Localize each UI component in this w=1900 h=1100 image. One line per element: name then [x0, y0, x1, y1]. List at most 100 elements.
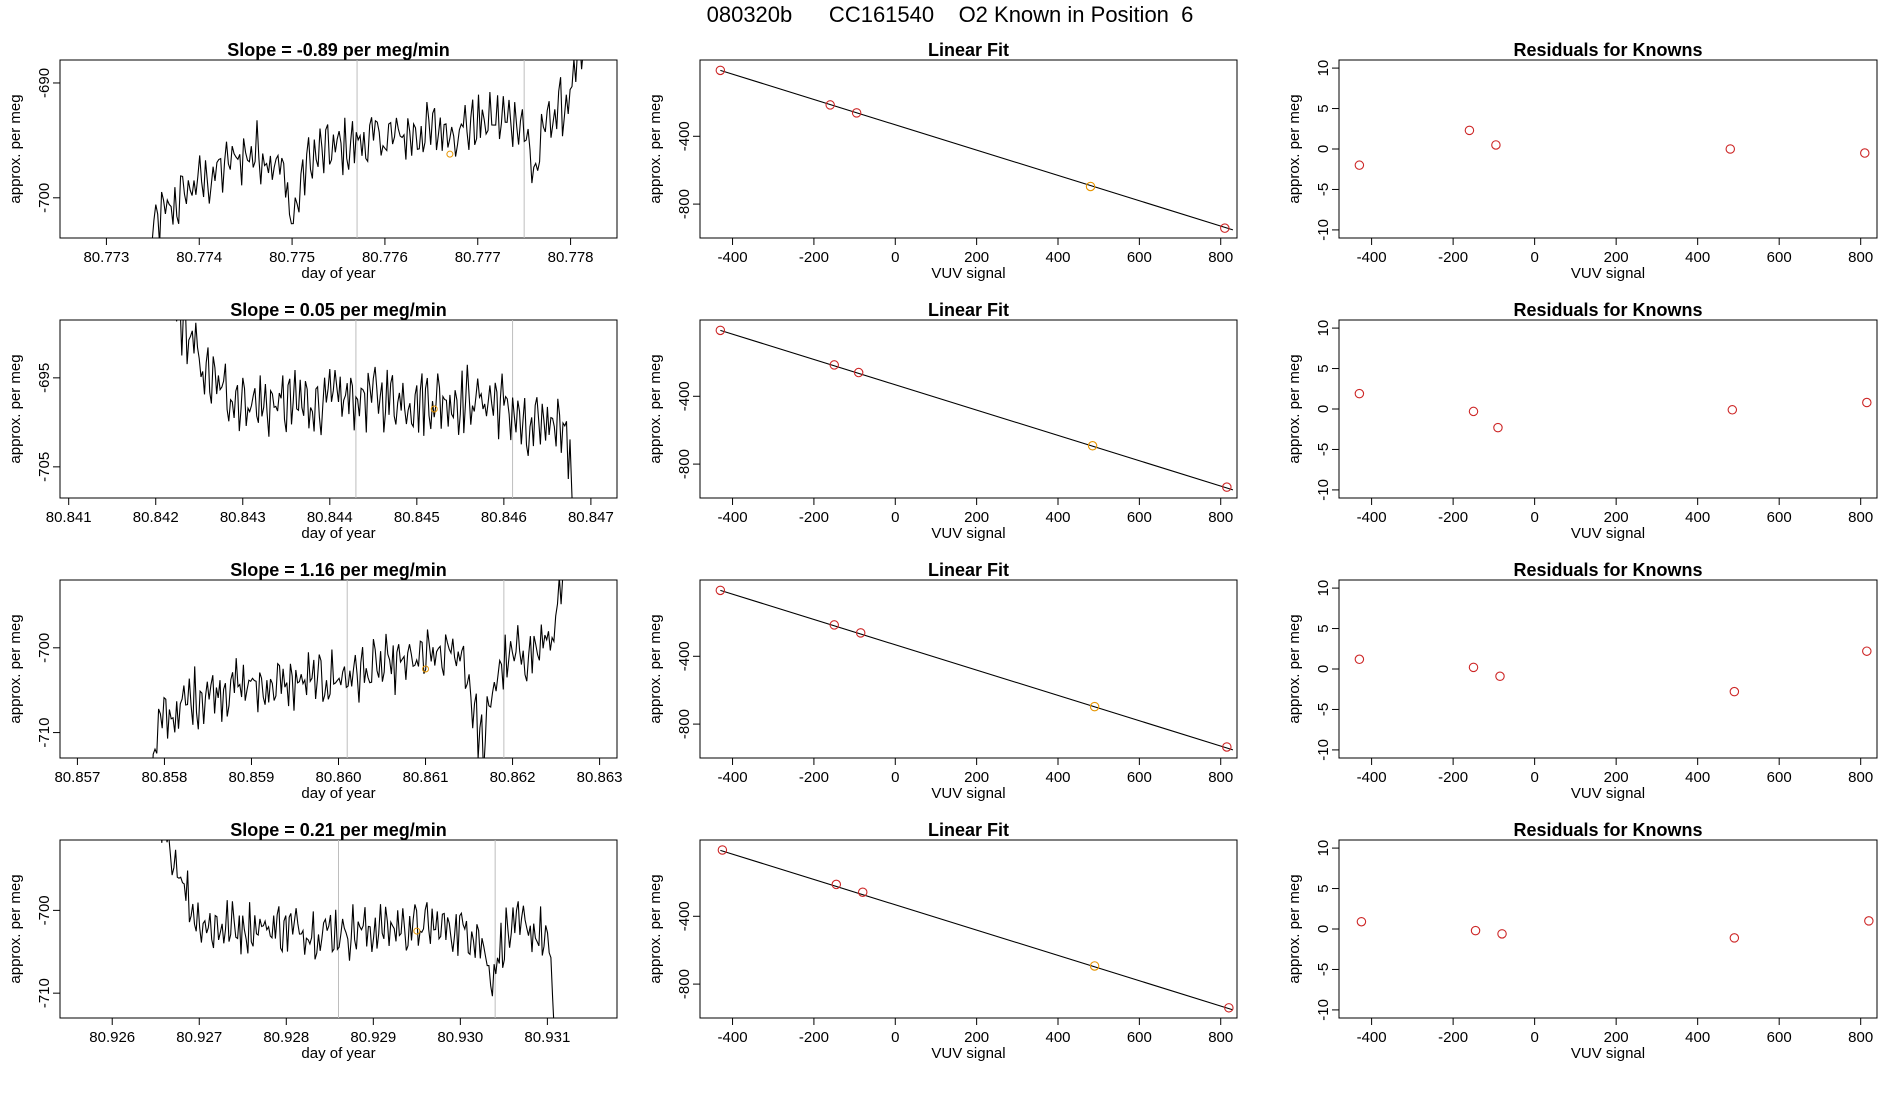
x-tick-label: 80.863	[577, 769, 623, 786]
x-tick-label: 80.862	[490, 769, 536, 786]
x-tick-label: 80.859	[229, 769, 275, 786]
x-tick-label: 800	[1208, 509, 1233, 526]
x-tick-label: 600	[1127, 249, 1152, 266]
chart-frame	[1338, 839, 1878, 1019]
x-tick-label: 800	[1848, 1029, 1873, 1046]
known-point	[1491, 140, 1501, 150]
y-tick-label: -700	[36, 633, 53, 663]
y-tick-label: -710	[36, 718, 53, 748]
x-tick-label: 80.775	[269, 249, 315, 266]
series-line	[152, 580, 564, 758]
chart-panel-6: Slope = 1.16 per meg/min 80.857 80.858 80.8…	[7, 560, 623, 802]
chart-panel-8: Residuals for Knowns -400 -200 0 200 400 600 80…	[1286, 560, 1878, 802]
x-tick-label: 80.926	[89, 1029, 135, 1046]
x-tick-label: 400	[1045, 249, 1070, 266]
known-point	[715, 325, 726, 336]
known-point	[825, 100, 835, 110]
y-tick-label: -10	[1315, 739, 1332, 761]
x-tick-label: 600	[1767, 1029, 1792, 1046]
known-point	[1493, 422, 1503, 433]
known-point	[715, 585, 726, 596]
chart-title: Linear Fit	[928, 820, 1009, 840]
known-point	[1860, 148, 1870, 158]
fit-line	[720, 329, 1234, 491]
x-tick-label: -200	[1438, 509, 1468, 526]
x-tick-label: 200	[964, 509, 989, 526]
x-tick-label: 200	[1604, 509, 1629, 526]
known-point	[1727, 405, 1738, 415]
y-tick-label: -800	[676, 969, 693, 999]
x-tick-label: 0	[1530, 769, 1538, 786]
y-tick-label: -5	[1315, 443, 1332, 456]
x-tick-label: 80.847	[568, 509, 614, 526]
x-tick-label: 0	[891, 249, 899, 266]
x-axis-label: day of year	[301, 1045, 375, 1062]
y-tick-label: -10	[1315, 219, 1332, 241]
x-axis-label: day of year	[301, 265, 375, 282]
chart-frame	[59, 59, 618, 239]
y-tick-label: -5	[1315, 183, 1332, 196]
x-tick-label: -400	[1357, 769, 1387, 786]
x-tick-label: 600	[1767, 509, 1792, 526]
y-tick-label: -695	[36, 363, 53, 393]
y-tick-label: -5	[1315, 703, 1332, 716]
sample-point	[430, 405, 438, 413]
known-point	[829, 360, 839, 370]
x-tick-label: 80.930	[437, 1029, 483, 1046]
chart-title: Linear Fit	[928, 300, 1009, 320]
x-tick-label: -400	[718, 509, 748, 526]
chart-panel-11: Residuals for Knowns -400 -200 0 200 400 600 80…	[1286, 820, 1878, 1062]
y-axis-label: approx. per meg	[647, 94, 664, 203]
page-title: 080320b CC161540 O2 Known in Position 6	[706, 2, 1194, 27]
y-tick-label: -700	[36, 895, 53, 925]
chart-frame	[1338, 579, 1878, 759]
x-tick-label: -200	[799, 1029, 829, 1046]
x-tick-label: 80.929	[350, 1029, 396, 1046]
x-axis-label: day of year	[301, 785, 375, 802]
y-axis-label: approx. per meg	[647, 614, 664, 723]
chart-panel-1: Linear Fit -400 -200 0 200 400 600 800 -400 -800 V…	[647, 40, 1238, 282]
known-point	[857, 887, 868, 897]
x-tick-label: 80.845	[394, 509, 440, 526]
y-axis-label: approx. per meg	[1286, 874, 1303, 983]
chart-plot-area	[175, 320, 573, 498]
y-tick-label: -800	[676, 449, 693, 479]
x-tick-label: 800	[1208, 769, 1233, 786]
x-axis-label: VUV signal	[931, 265, 1005, 282]
chart-title: Residuals for Knowns	[1513, 300, 1702, 320]
x-axis-label: day of year	[301, 525, 375, 542]
y-axis-label: approx. per meg	[647, 354, 664, 463]
x-tick-label: 400	[1685, 509, 1710, 526]
fit-line	[720, 849, 1234, 1011]
x-tick-label: 400	[1685, 1029, 1710, 1046]
chart-plot-area	[717, 845, 1234, 1013]
x-tick-label: 600	[1767, 249, 1792, 266]
chart-frame	[699, 59, 1238, 239]
chart-frame	[699, 319, 1238, 499]
known-point	[715, 65, 726, 76]
y-tick-label: 5	[1315, 884, 1332, 892]
x-tick-label: 0	[1530, 509, 1538, 526]
y-axis-label: approx. per meg	[7, 354, 24, 463]
x-tick-label: 600	[1127, 509, 1152, 526]
chart-title: Slope = 1.16 per meg/min	[230, 560, 447, 580]
chart-title: Slope = -0.89 per meg/min	[227, 40, 450, 60]
chart-title: Slope = 0.05 per meg/min	[230, 300, 447, 320]
x-tick-label: 80.778	[548, 249, 594, 266]
x-tick-label: 80.844	[307, 509, 353, 526]
x-axis-label: VUV signal	[931, 1045, 1005, 1062]
chart-plot-area	[1354, 388, 1872, 433]
known-point	[1862, 397, 1872, 408]
y-tick-label: -400	[676, 121, 693, 151]
x-axis-label: VUV signal	[1571, 525, 1645, 542]
y-tick-label: -10	[1315, 479, 1332, 501]
x-tick-label: 80.857	[54, 769, 100, 786]
y-tick-label: 0	[1315, 145, 1332, 153]
sample-point	[446, 150, 454, 158]
chart-panel-0: Slope = -0.89 per meg/min 80.773 80.774 80.…	[7, 40, 618, 282]
chart-frame	[59, 579, 618, 759]
x-tick-label: 200	[964, 769, 989, 786]
x-tick-label: 400	[1685, 769, 1710, 786]
x-tick-label: -200	[799, 249, 829, 266]
x-tick-label: 400	[1685, 249, 1710, 266]
